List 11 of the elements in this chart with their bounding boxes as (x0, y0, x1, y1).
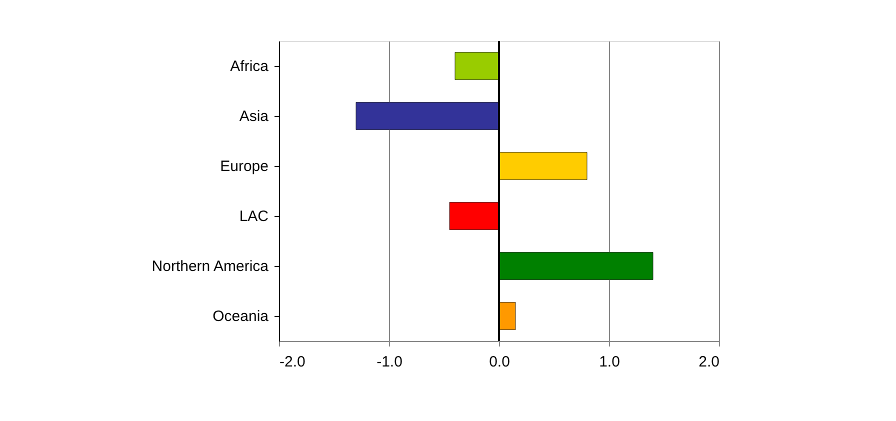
y-tick-label: Asia (239, 108, 270, 125)
x-tick-label: 2.0 (698, 354, 720, 370)
x-tick-label: -1.0 (376, 354, 402, 370)
y-tick-label: Europe (220, 158, 268, 175)
y-tick-label: Oceania (212, 308, 270, 325)
x-tick-label: -2.0 (280, 354, 306, 370)
y-tick-label: Africa (230, 58, 270, 75)
y-tick-label: LAC (239, 208, 269, 225)
x-tick-label: 1.0 (599, 354, 620, 370)
y-tick-label: Northern America (152, 258, 270, 275)
x-tick-label: 0.0 (489, 354, 510, 370)
